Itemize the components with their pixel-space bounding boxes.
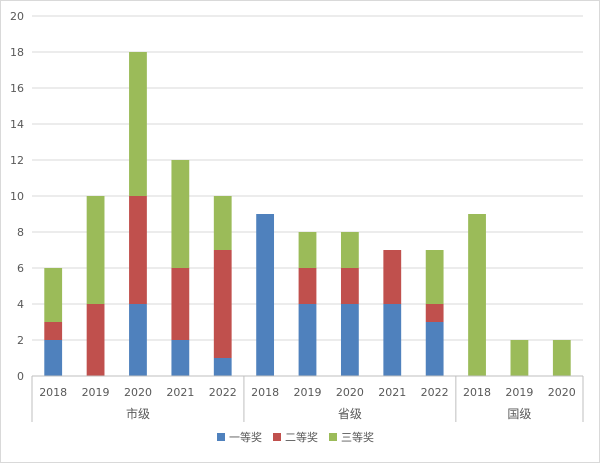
bar-segment xyxy=(86,196,105,304)
y-tick-label: 2 xyxy=(17,334,24,347)
y-axis-tick-labels: 0 2 4 6 8 10 12 14 16 18 20 xyxy=(10,10,24,383)
bar-segment xyxy=(340,268,359,304)
x-tick-label: 2020 xyxy=(124,386,152,399)
bar-segment xyxy=(298,304,317,376)
y-tick-label: 14 xyxy=(10,118,24,131)
bar-segment xyxy=(298,268,317,304)
bar-segment xyxy=(44,268,63,322)
bar-segment xyxy=(213,358,232,376)
x-tick-label: 2020 xyxy=(548,386,576,399)
bar-segment xyxy=(340,232,359,268)
x-tick-label: 2021 xyxy=(166,386,194,399)
bar-segment xyxy=(510,340,529,376)
x-tick-label: 2018 xyxy=(39,386,67,399)
bar-segment xyxy=(44,322,63,340)
bar-segment xyxy=(383,250,402,304)
bar-segment xyxy=(171,268,190,340)
group-label: 市级 xyxy=(126,406,150,421)
bar-segment xyxy=(129,196,147,304)
group-label: 省级 xyxy=(338,407,362,421)
x-tick-label: 2022 xyxy=(209,386,237,399)
bar-segment xyxy=(213,196,232,250)
legend-swatch xyxy=(273,433,281,441)
x-tick-label: 2019 xyxy=(505,386,533,399)
bar-segment xyxy=(298,232,317,268)
x-tick-label: 2018 xyxy=(251,386,279,399)
bar-segment xyxy=(425,250,444,304)
y-tick-label: 8 xyxy=(17,226,24,239)
x-tick-label: 2022 xyxy=(421,386,449,399)
y-tick-label: 18 xyxy=(10,46,24,59)
bar-segment xyxy=(468,214,486,376)
bar-segment xyxy=(129,52,147,196)
y-tick-label: 6 xyxy=(17,262,24,275)
x-tick-label: 2021 xyxy=(378,386,406,399)
x-tick-label: 2020 xyxy=(336,386,364,399)
bar-segment xyxy=(425,304,444,322)
y-tick-label: 12 xyxy=(10,154,24,167)
legend-label: 二等奖 xyxy=(285,430,318,444)
x-tick-label: 2019 xyxy=(294,386,322,399)
bar-segment xyxy=(256,214,275,376)
y-tick-label: 10 xyxy=(10,190,24,203)
legend-swatch xyxy=(217,433,225,441)
bar-segment xyxy=(383,304,402,376)
y-tick-label: 0 xyxy=(17,370,24,383)
bar-segment xyxy=(171,160,190,268)
legend: 一等奖 二等奖 三等奖 xyxy=(217,430,374,444)
y-tick-label: 16 xyxy=(10,82,24,95)
bar-segment xyxy=(425,322,444,376)
x-tick-label: 2019 xyxy=(82,386,110,399)
bars xyxy=(44,52,571,376)
group-label: 国级 xyxy=(507,407,531,421)
legend-swatch xyxy=(329,433,337,441)
x-tick-label: 2018 xyxy=(463,386,491,399)
y-tick-label: 20 xyxy=(10,10,24,23)
bar-segment xyxy=(552,340,571,376)
bar-segment xyxy=(44,340,63,376)
bar-segment xyxy=(129,304,147,376)
legend-label: 一等奖 xyxy=(229,430,262,444)
bar-segment xyxy=(340,304,359,376)
bar-segment xyxy=(213,250,232,358)
x-axis: 2018 2019 2020 2021 2022 2018 2019 2020 2021 2022… xyxy=(31,375,584,422)
bar-segment xyxy=(86,304,105,376)
y-tick-label: 4 xyxy=(17,298,24,311)
bar-segment xyxy=(171,340,190,376)
legend-label: 三等奖 xyxy=(341,430,374,444)
